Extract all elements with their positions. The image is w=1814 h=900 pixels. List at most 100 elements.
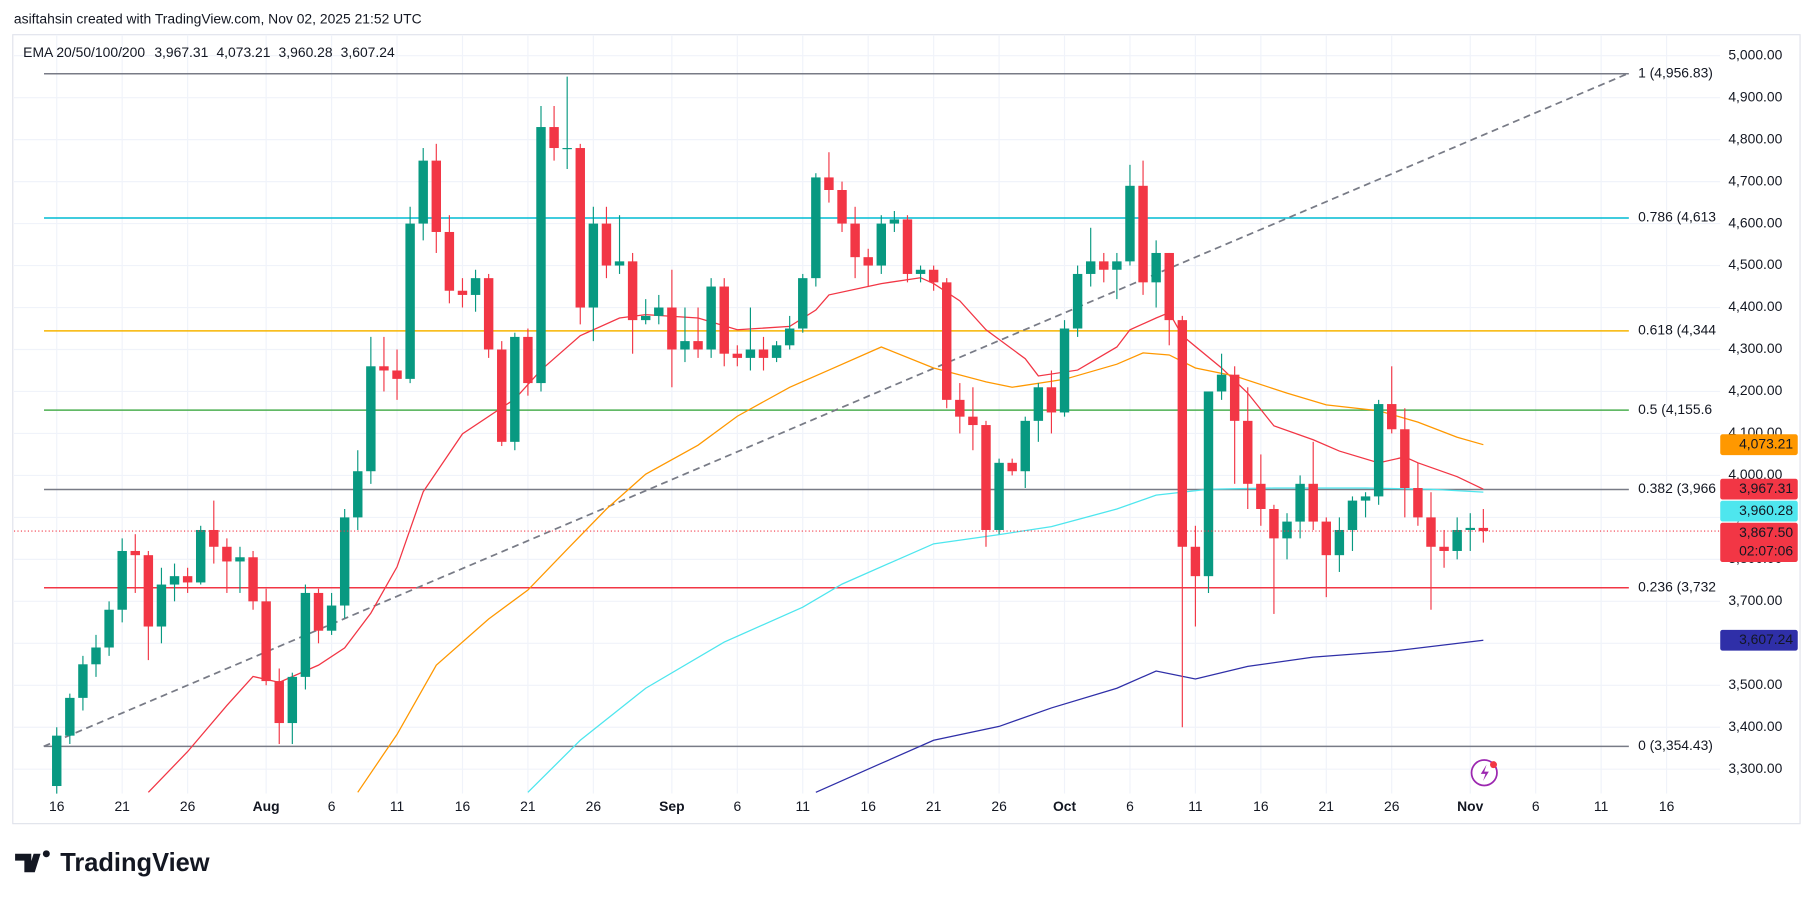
candle-body	[1308, 483, 1318, 522]
attribution: asiftahsin created with TradingView.com,…	[14, 10, 422, 26]
axes: 3,300.003,400.003,500.003,600.003,700.00…	[49, 46, 1798, 814]
x-tick-label: Nov	[1457, 798, 1483, 814]
candle-body	[588, 223, 599, 308]
candle-body	[65, 697, 75, 736]
x-tick-label: 26	[1384, 798, 1400, 814]
candle-body	[928, 269, 939, 283]
candle-body	[889, 219, 900, 224]
candle-body	[732, 353, 743, 358]
candle-body	[981, 425, 991, 530]
x-tick-label: 16	[1659, 798, 1675, 814]
candle-body	[1033, 387, 1044, 421]
candle-body	[353, 471, 363, 518]
candle-body	[719, 286, 729, 354]
candle-body	[1243, 420, 1253, 484]
candle-body	[1269, 508, 1279, 539]
legend: EMA 20/50/100/200 3,967.31 4,073.21 3,960.2…	[23, 44, 395, 60]
candle-body	[1138, 185, 1148, 283]
candle-body	[824, 177, 834, 191]
candle-body	[1216, 374, 1227, 392]
candle-body	[1360, 496, 1371, 501]
price-badge-box	[1720, 434, 1798, 456]
fib-label: 0 (3,354.43)	[1638, 737, 1713, 753]
x-tick-label: 21	[926, 798, 942, 814]
candle-body	[1465, 527, 1475, 530]
candle-body	[52, 735, 62, 787]
price-badge-label: 3,960.28	[1739, 502, 1793, 518]
candle-body	[654, 307, 664, 316]
candle-body	[902, 219, 913, 274]
candle-body	[798, 278, 808, 329]
candle-body	[261, 601, 271, 682]
candle-body	[536, 127, 546, 384]
legend-value: 3,967.31	[154, 44, 208, 60]
price-badge: 3,607.24	[1720, 629, 1798, 651]
countdown: 02:07:06	[1739, 542, 1793, 558]
alert-icon[interactable]	[1470, 759, 1498, 787]
candle-body	[811, 177, 821, 279]
y-tick-label: 4,200.00	[1728, 382, 1782, 398]
fib-label: 0.5 (4,155.6	[1638, 401, 1712, 417]
x-tick-label: 16	[49, 798, 65, 814]
candle-body	[78, 664, 88, 698]
candle-body	[510, 336, 520, 442]
y-tick-label: 4,900.00	[1728, 88, 1782, 104]
x-tick-label: 6	[328, 798, 336, 814]
x-tick-label: 11	[796, 798, 811, 814]
candle-body	[1387, 404, 1397, 430]
price-badge: 3,967.31	[1720, 478, 1798, 500]
y-tick-label: 4,000.00	[1728, 466, 1782, 482]
candle-body	[1203, 391, 1214, 577]
price-badge: 4,073.21	[1720, 434, 1798, 456]
candle-body	[1190, 546, 1201, 577]
candle-body	[523, 336, 533, 384]
x-tick-label: 26	[586, 798, 602, 814]
ema-line	[147, 277, 1484, 793]
candle-body	[470, 278, 481, 295]
candle-body	[1007, 462, 1017, 472]
candle-body	[627, 261, 638, 321]
y-tick-label: 3,300.00	[1728, 760, 1782, 776]
candle-body	[457, 290, 468, 295]
candle-body	[601, 223, 612, 266]
price-badge-label: 4,073.21	[1739, 435, 1793, 451]
candle-body	[1295, 483, 1305, 522]
candle-body	[575, 148, 585, 308]
candle-body	[1072, 273, 1083, 329]
y-tick-label: 4,800.00	[1728, 130, 1782, 146]
x-tick-label: 26	[991, 798, 1007, 814]
price-badge-label: 3,967.31	[1739, 480, 1793, 496]
candle-body	[444, 231, 455, 291]
fib-label: 0.618 (4,344	[1638, 322, 1716, 338]
candle-body	[195, 529, 206, 583]
candle-body	[104, 609, 114, 648]
candle-body	[1439, 546, 1449, 551]
candle-body	[915, 269, 926, 274]
legend-value: 3,960.28	[279, 44, 333, 60]
candle-body	[942, 282, 952, 400]
candle-body	[248, 557, 258, 602]
fib-label: 0.786 (4,613	[1638, 209, 1716, 225]
x-tick-label: Aug	[253, 798, 280, 814]
y-tick-label: 4,400.00	[1728, 298, 1782, 314]
x-tick-label: Sep	[659, 798, 684, 814]
candle-body	[1125, 185, 1135, 262]
candle-body	[968, 416, 978, 426]
x-tick-label: 6	[1532, 798, 1540, 814]
ema-line	[357, 346, 1484, 793]
x-tick-label: 6	[733, 798, 741, 814]
candle-body	[693, 341, 703, 350]
price-badge: 3,867.50 02:07:06	[1720, 522, 1798, 563]
x-tick-label: 11	[1188, 798, 1203, 814]
candle-body	[876, 223, 887, 266]
trend-line	[43, 73, 1628, 748]
candle-body	[405, 223, 415, 379]
candle-body	[784, 328, 795, 346]
candle-body	[274, 681, 284, 724]
candle-body	[837, 190, 847, 224]
candle-body	[169, 576, 180, 585]
chart-frame	[12, 34, 1801, 825]
candle-body	[222, 546, 232, 562]
